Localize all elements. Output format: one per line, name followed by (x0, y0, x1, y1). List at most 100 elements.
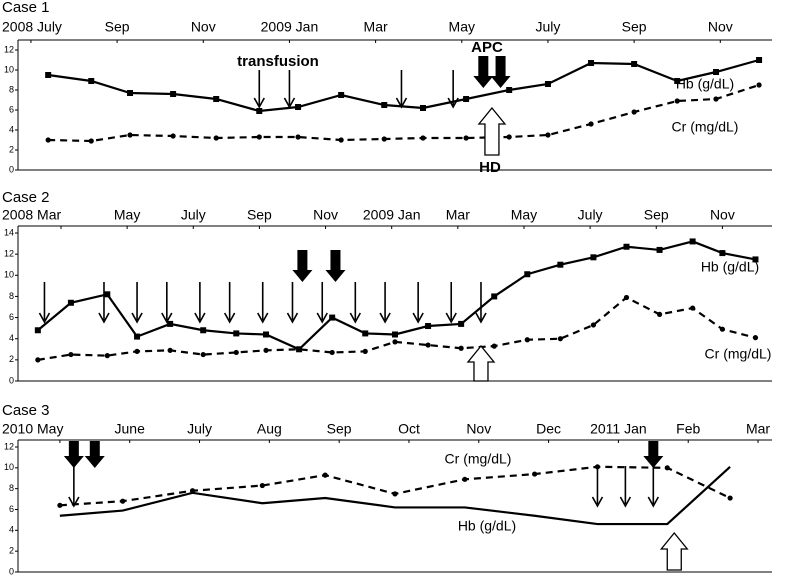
point (233, 330, 240, 337)
point (719, 326, 725, 332)
point (362, 330, 369, 337)
y-tick-label: 2 (9, 144, 14, 154)
y-tick-label: 4 (9, 333, 14, 343)
y-tick-label: 8 (9, 84, 14, 94)
point (623, 294, 630, 301)
arrow-head (349, 312, 362, 324)
x-tick-label: May (449, 19, 475, 35)
point (491, 343, 497, 349)
x-tick-label: Sep (622, 19, 647, 35)
point (381, 136, 387, 142)
point (256, 108, 263, 114)
x-tick-label: Nov (466, 421, 491, 437)
x-tick-label: May (511, 207, 537, 223)
series-label: Cr (mg/dL) (672, 119, 739, 135)
series-label: Cr (mg/dL) (705, 346, 772, 362)
solid-arrow (490, 56, 511, 88)
point (263, 331, 270, 338)
arrow-head (445, 312, 457, 324)
point (263, 347, 269, 353)
series-line (59, 465, 731, 526)
point (329, 314, 336, 321)
arrow-head (475, 312, 487, 324)
point (200, 351, 206, 358)
arrow-head (257, 312, 269, 324)
point (213, 96, 220, 102)
y-tick-label: 0 (9, 375, 14, 385)
point (674, 98, 680, 104)
y-tick-label: 6 (9, 312, 14, 322)
point (631, 61, 638, 67)
series-line (48, 58, 760, 113)
panel-title: Case 3 (2, 402, 50, 419)
x-tick-label: May (114, 207, 140, 223)
point (557, 261, 564, 268)
point (170, 91, 177, 97)
point (259, 482, 265, 489)
point (200, 327, 207, 334)
solid-arrow (84, 441, 105, 468)
point (338, 137, 344, 143)
y-tick-label: 2 (9, 546, 14, 556)
hollow-arrow (477, 106, 507, 156)
x-tick-label: 2008 July (2, 19, 62, 35)
x-tick-label: Nov (710, 207, 735, 223)
solid-arrow (63, 441, 84, 468)
point (425, 342, 431, 348)
point (689, 238, 696, 245)
point (381, 102, 388, 108)
x-tick-label: 2008 Mar (2, 207, 61, 223)
arrow-head (591, 496, 604, 508)
solid-arrow (325, 250, 346, 282)
point (295, 104, 302, 110)
point (545, 132, 551, 138)
y-tick-label: 6 (9, 504, 14, 514)
y-tick-label: 0 (9, 164, 14, 174)
point (524, 271, 531, 278)
y-tick-label: 14 (4, 227, 14, 237)
point (338, 92, 345, 98)
point (88, 138, 94, 144)
point (88, 78, 95, 84)
point (322, 472, 328, 478)
point (463, 135, 469, 141)
x-tick-label: Nov (191, 19, 216, 35)
point (664, 465, 670, 471)
point (120, 498, 126, 504)
x-tick-label: Feb (676, 421, 700, 437)
y-tick-label: 2 (9, 354, 14, 364)
x-tick-label: 2009 Jan (363, 207, 421, 223)
point (420, 135, 426, 141)
y-tick-label: 10 (4, 64, 14, 74)
x-tick-label: Oct (398, 421, 420, 437)
x-tick-label: Sep (247, 207, 272, 223)
point (727, 495, 733, 501)
x-tick-label: Mar (364, 19, 388, 35)
series-label: Cr (mg/dL) (445, 451, 512, 467)
x-tick-label: Dec (536, 421, 561, 437)
y-tick-label: 12 (4, 44, 14, 54)
point (45, 72, 52, 78)
point (170, 133, 176, 139)
point (189, 488, 196, 494)
point (491, 293, 498, 300)
point (35, 357, 41, 363)
point (392, 491, 398, 497)
point (756, 82, 762, 88)
solid-arrow (643, 441, 664, 468)
hollow-arrow (659, 531, 689, 571)
point (295, 134, 301, 140)
arrow-head (161, 312, 173, 324)
point (57, 502, 63, 508)
arrow-head (38, 312, 51, 324)
point (590, 322, 597, 328)
arrow-head (647, 496, 660, 508)
arrow-head (253, 97, 265, 109)
x-tick-label: July (187, 421, 212, 437)
point (674, 78, 681, 84)
arrow-head (131, 312, 143, 324)
point (590, 254, 597, 261)
x-tick-label: Mar (446, 207, 470, 223)
point (752, 335, 759, 341)
point (458, 320, 465, 327)
